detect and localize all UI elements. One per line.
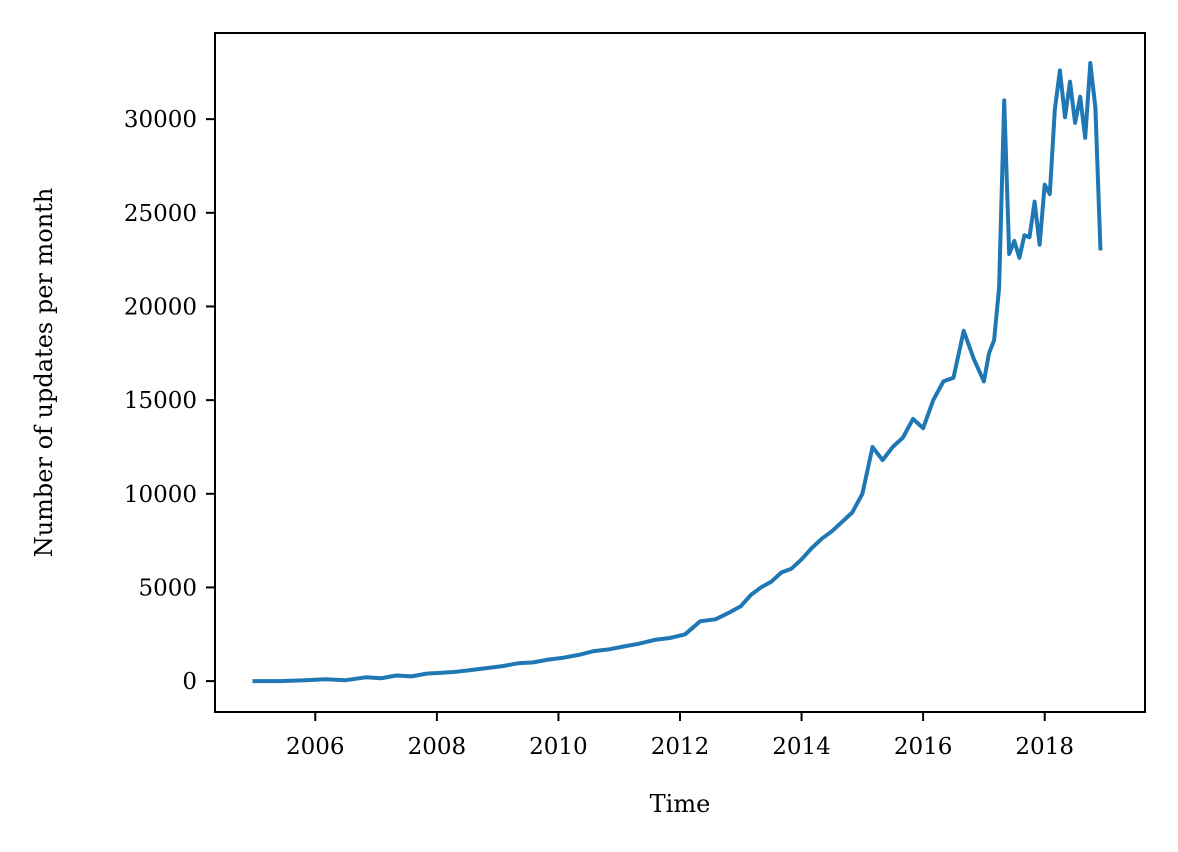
- x-tick-label: 2014: [772, 734, 831, 760]
- y-tick-label: 20000: [124, 294, 197, 320]
- y-tick-label: 15000: [124, 388, 197, 414]
- y-tick-label: 0: [182, 669, 197, 695]
- x-tick-label: 2010: [529, 734, 588, 760]
- y-tick-label: 10000: [124, 482, 197, 508]
- x-tick-label: 2008: [408, 734, 467, 760]
- series-line: [252, 61, 1103, 684]
- x-tick-label: 2016: [894, 734, 953, 760]
- y-axis-label: Number of updates per month: [30, 188, 58, 558]
- x-tick-label: 2018: [1015, 734, 1074, 760]
- y-tick-label: 5000: [138, 575, 197, 601]
- x-axis: 2006 2008 2010 2012 2014 2016 2018: [286, 712, 1074, 760]
- y-tick-label: 25000: [124, 201, 197, 227]
- y-axis: 0 5000 10000 15000 20000 25000 30000: [124, 107, 215, 695]
- x-tick-label: 2006: [286, 734, 345, 760]
- y-tick-label: 30000: [124, 107, 197, 133]
- x-tick-label: 2012: [651, 734, 710, 760]
- x-axis-label: Time: [650, 790, 711, 818]
